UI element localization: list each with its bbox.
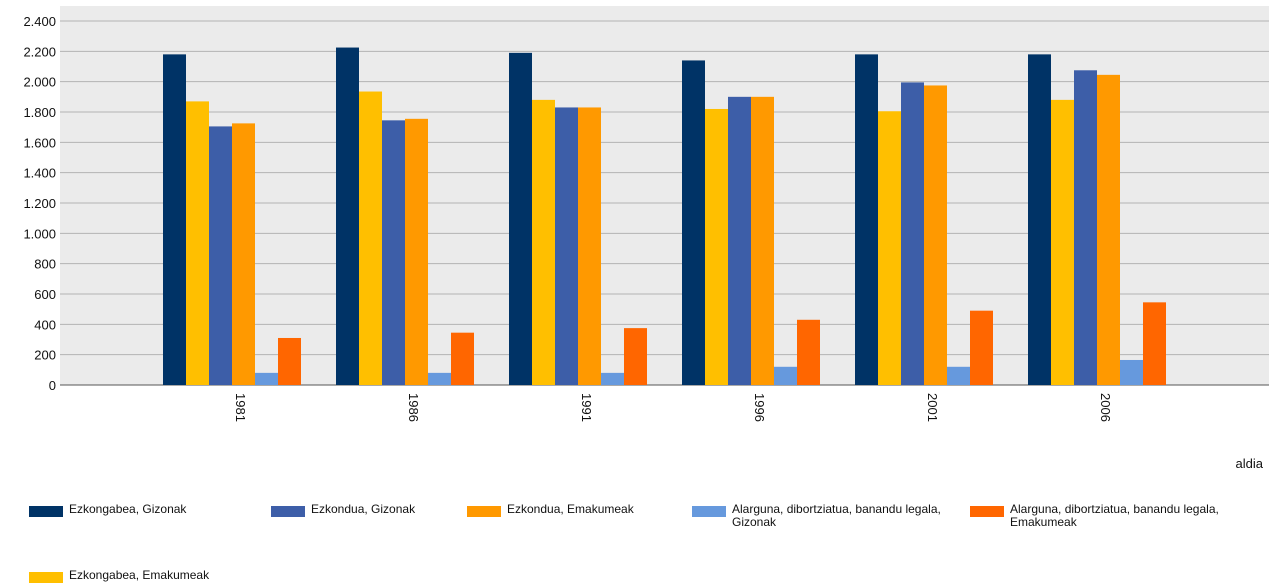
bar [186,101,209,385]
y-tick-label: 200 [34,348,56,363]
y-tick-label: 2.200 [23,44,56,59]
bar [970,310,993,385]
bar [878,111,901,385]
bar [1028,54,1051,385]
bar [232,123,255,385]
x-axis-ticks: 1981 1986 1991 1996 2001 2006 [233,393,1113,422]
bar [924,85,947,385]
x-tick-label: 1991 [579,393,594,422]
bar [1074,70,1097,386]
bar [624,328,647,385]
bar [1143,302,1166,385]
x-tick-label: 1981 [233,393,248,422]
bar [405,118,428,385]
bar [1097,74,1120,385]
bar [359,91,382,386]
x-tick-label: 2006 [1098,393,1113,422]
x-axis-title: aldia [1236,456,1264,471]
bar [601,372,624,385]
bar [774,366,797,385]
bar [947,366,970,385]
bar [682,60,705,385]
x-tick-label: 2001 [925,393,940,422]
y-axis-ticks: 0 200 400 600 800 1.000 1.200 1.400 1.600 1.800 2.… [23,14,56,393]
bar [451,332,474,385]
y-tick-label: 800 [34,257,56,272]
bar [163,54,186,385]
bars [163,47,1166,386]
bar [509,52,532,385]
bar [209,126,232,386]
bar [255,372,278,385]
x-tick-label: 1986 [406,393,421,422]
x-tick-label: 1996 [752,393,767,422]
y-tick-label: 1.600 [23,135,56,150]
bar [382,120,405,385]
y-tick-label: 600 [34,287,56,302]
y-tick-label: 0 [49,378,56,393]
y-tick-label: 1.800 [23,105,56,120]
bar [705,108,728,385]
bar [578,107,601,385]
bar [1120,359,1143,385]
bar [751,96,774,385]
bar [855,54,878,385]
y-tick-label: 1.200 [23,196,56,211]
y-tick-label: 2.000 [23,75,56,90]
bar [1051,99,1074,385]
bar [532,99,555,385]
y-tick-label: 1.000 [23,226,56,241]
bar [278,337,301,385]
y-tick-label: 2.400 [23,14,56,29]
bar [728,96,751,385]
bar [555,107,578,385]
bar [901,82,924,386]
bar [797,319,820,385]
bar [428,372,451,385]
y-tick-label: 400 [34,317,56,332]
bar [336,47,359,386]
y-tick-label: 1.400 [23,166,56,181]
